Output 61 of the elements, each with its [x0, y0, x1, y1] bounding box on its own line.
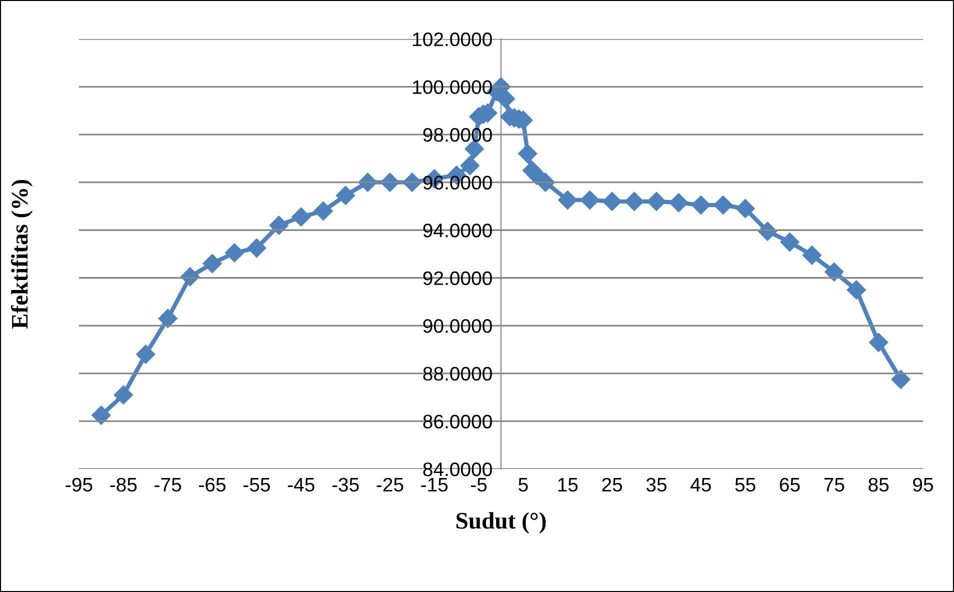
point	[669, 193, 688, 212]
point	[846, 280, 866, 300]
x-tick-label: 55	[735, 478, 756, 492]
point	[580, 190, 600, 210]
point	[736, 199, 755, 218]
x-tick-label: 15	[558, 478, 578, 492]
x-tick-label: -35	[332, 478, 359, 492]
x-tick-label: -5	[471, 478, 487, 492]
point	[336, 186, 356, 206]
point	[824, 262, 844, 282]
point	[714, 195, 733, 215]
x-tick-label: -65	[199, 478, 226, 492]
x-tick-label: 95	[913, 478, 933, 492]
y-tick-label: 96.0000	[423, 176, 492, 190]
point	[292, 207, 311, 227]
point	[202, 254, 222, 274]
y-tick-label: 92.0000	[423, 271, 492, 286]
point	[224, 243, 244, 262]
x-tick-label: 75	[824, 478, 844, 492]
y-tick-label: 100.0000	[413, 80, 492, 94]
point	[269, 216, 288, 235]
x-tick-label: -45	[288, 478, 314, 492]
point	[136, 344, 156, 364]
x-tick-label: -95	[66, 478, 92, 492]
x-tick-label: 25	[602, 478, 622, 492]
point	[780, 232, 800, 252]
y-tick-label: 86.0000	[423, 414, 492, 428]
y-tick-label: 84.0000	[423, 462, 492, 476]
point	[558, 190, 578, 210]
x-tick-label: 85	[868, 478, 889, 492]
point	[802, 246, 822, 265]
x-tick-label: 45	[690, 478, 711, 492]
y-tick-label: 88.0000	[423, 366, 492, 381]
point	[460, 156, 480, 176]
x-tick-label: 65	[780, 478, 800, 492]
point	[247, 238, 266, 258]
x-tick-label: -15	[421, 478, 448, 492]
y-tick-label: 90.0000	[423, 319, 492, 333]
point	[314, 201, 333, 221]
point	[158, 308, 178, 328]
x-tick-label: -75	[154, 478, 182, 492]
x-tick-label: -25	[376, 478, 404, 492]
point	[496, 89, 515, 108]
y-tick-label: 94.0000	[423, 224, 492, 238]
y-axis-title: Efektifitas (%)	[10, 180, 33, 329]
y-tick-label: 102.0000	[413, 32, 492, 46]
point	[602, 192, 622, 211]
x-tick-label: 35	[646, 478, 666, 492]
x-axis-title: Sudut (°)	[456, 512, 546, 534]
point	[691, 195, 710, 215]
point	[891, 370, 910, 389]
y-tick-label: 98.0000	[423, 128, 492, 142]
point	[92, 406, 111, 425]
point	[624, 192, 644, 211]
point	[114, 385, 133, 404]
x-tick-label: -85	[110, 478, 137, 492]
x-tick-label: 5	[518, 478, 528, 492]
point	[518, 144, 538, 164]
point	[869, 332, 888, 352]
x-tick-label: -55	[243, 478, 270, 492]
point	[646, 192, 666, 211]
